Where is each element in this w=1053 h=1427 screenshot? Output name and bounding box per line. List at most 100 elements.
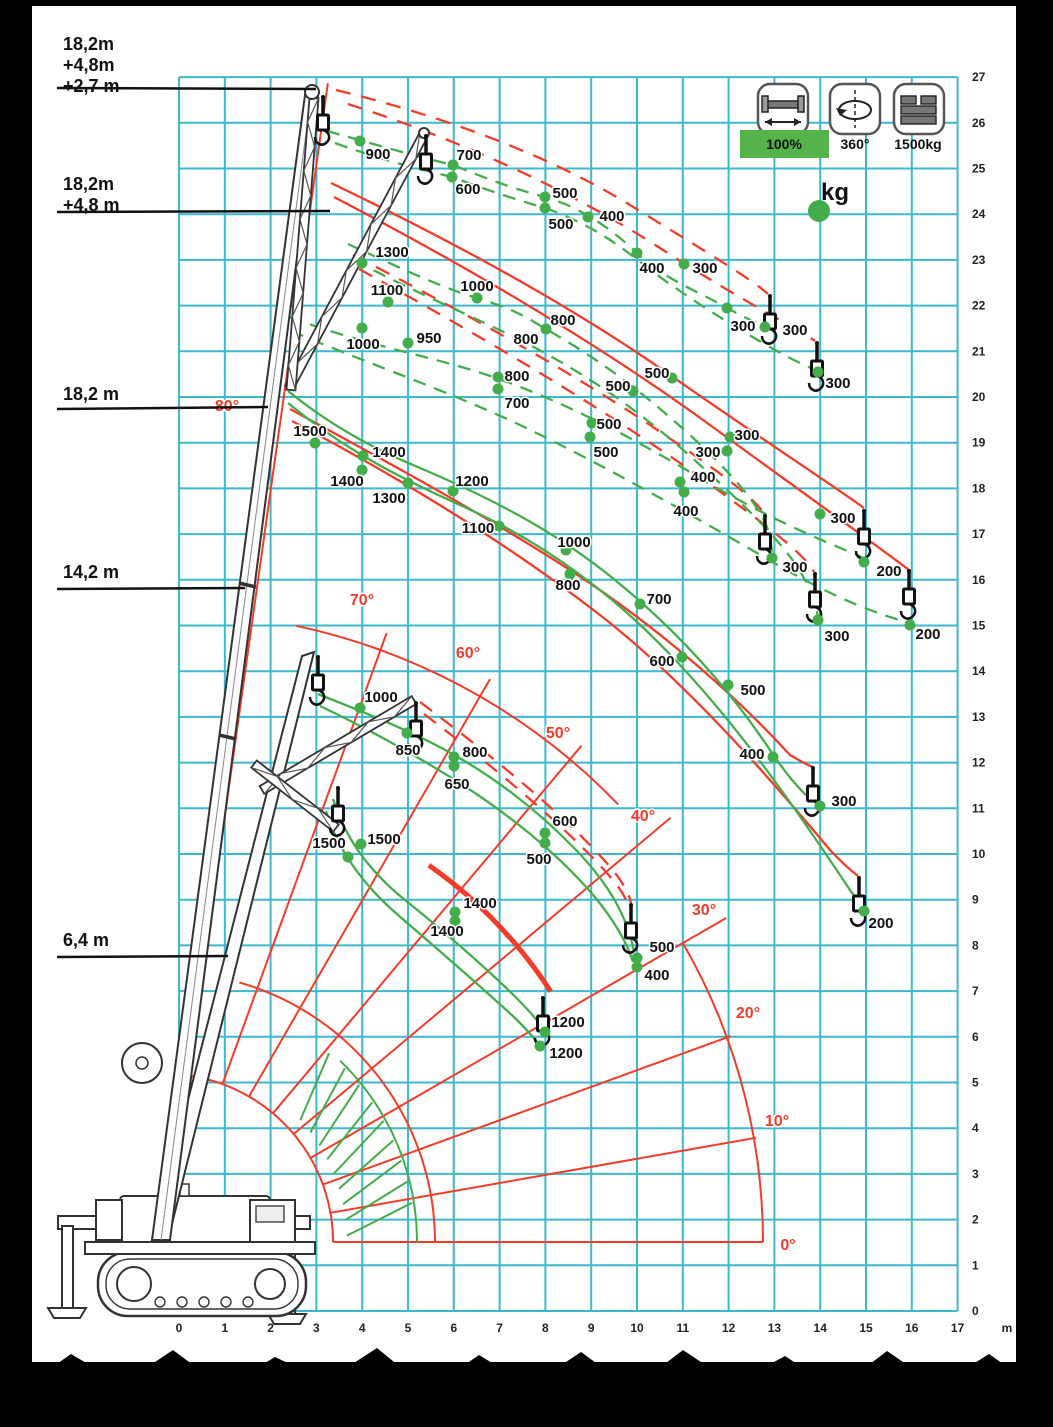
load-value-label: 1100 (371, 282, 404, 299)
capacity-dot (678, 258, 690, 270)
capacity-dot (449, 906, 461, 918)
load-value-label: 1500 (293, 423, 326, 440)
load-value-label: 300 (695, 444, 720, 461)
load-value-label: 1500 (312, 835, 345, 852)
x-axis-tick: 4 (359, 1321, 366, 1335)
load-value-label: 700 (504, 395, 529, 412)
capacity-dot (449, 915, 461, 927)
capacity-dot (858, 556, 870, 568)
hook-icon (313, 95, 331, 146)
load-value-label: 300 (824, 628, 849, 645)
load-value-label: 500 (593, 444, 618, 461)
capacity-dot (493, 520, 505, 532)
counterweight-label: 1500kg (894, 136, 941, 152)
load-value-label: 500 (605, 378, 630, 395)
load-value-label: 500 (552, 185, 577, 202)
range-arc (188, 1074, 334, 1243)
y-axis-tick: 15 (972, 619, 986, 633)
hook-icon (899, 569, 917, 620)
capacity-dot (766, 552, 778, 564)
capacity-dot (471, 292, 483, 304)
capacity-dot (814, 508, 826, 520)
hook-icon (755, 514, 773, 565)
capacity-curve-solid (317, 692, 636, 953)
range-arc (427, 863, 553, 993)
load-value-label: 1300 (372, 490, 405, 507)
capacity-dot (674, 476, 686, 488)
capacity-dot (666, 372, 678, 384)
boom-config-label: 18,2m (63, 174, 114, 194)
y-axis-tick: 6 (972, 1030, 979, 1044)
hook-icon (854, 509, 872, 560)
load-value-label: 1000 (460, 278, 493, 295)
load-value-label: 300 (825, 375, 850, 392)
boom-angle-label: 50° (546, 725, 570, 742)
grid (178, 76, 959, 1312)
capacity-dot (492, 371, 504, 383)
load-value-label: 700 (646, 591, 671, 608)
boom-config-label: 14,2 m (63, 562, 119, 582)
load-value-label: 300 (782, 559, 807, 576)
capacity-curves (287, 88, 911, 1046)
capacity-dot (402, 477, 414, 489)
y-axis-tick: 13 (972, 710, 986, 724)
restricted-zone-hatch (326, 1101, 374, 1160)
x-axis-tick: 1 (221, 1321, 228, 1335)
capacity-dot (676, 651, 688, 663)
boom-angle-label: 0° (780, 1237, 795, 1254)
load-value-label: 1500 (367, 831, 400, 848)
capacity-dot (759, 321, 771, 333)
load-value-label: 900 (365, 146, 390, 163)
load-value-label: 1400 (463, 895, 496, 912)
y-axis-tick: 4 (972, 1121, 979, 1135)
load-value-label: 400 (644, 967, 669, 984)
load-value-label: 200 (915, 626, 940, 643)
restricted-zone-hatch (342, 1159, 402, 1205)
capacity-curve-solid (287, 390, 813, 801)
y-axis-tick: 22 (972, 299, 986, 313)
angle-radial-line (293, 816, 672, 1135)
x-axis-tick: 7 (496, 1321, 503, 1335)
load-value-label: 1400 (330, 473, 363, 490)
capacity-dot (401, 727, 413, 739)
x-axis-tick: 8 (542, 1321, 549, 1335)
load-value-label: 800 (462, 744, 487, 761)
capacity-dot (534, 1040, 546, 1052)
x-axis-tick: 15 (859, 1321, 873, 1335)
config-leader-line (56, 405, 269, 411)
y-axis-tick: 0 (972, 1304, 979, 1318)
capacity-dot (812, 614, 824, 626)
x-axis-tick: 14 (814, 1321, 828, 1335)
y-axis-tick: 18 (972, 481, 986, 495)
y-axis-tick: 12 (972, 756, 986, 770)
capacity-dot (539, 1026, 551, 1038)
load-value-label: 300 (830, 510, 855, 527)
boom-angle-label: 60° (456, 645, 480, 662)
config-leader-line (56, 954, 229, 959)
load-value-label: 500 (649, 939, 674, 956)
capacity-dot (858, 905, 870, 917)
y-axis-tick: 3 (972, 1167, 979, 1181)
boom-angle-label: 70° (350, 592, 374, 609)
load-value-label: 800 (555, 577, 580, 594)
restricted-zone-hatch (299, 1052, 330, 1121)
boom-angle-label: 20° (736, 1005, 760, 1022)
capacity-dot (539, 191, 551, 203)
load-value-label: 1200 (549, 1045, 582, 1062)
x-axis-tick: 5 (405, 1321, 412, 1335)
load-value-label: 300 (730, 318, 755, 335)
hook-icon (406, 701, 424, 752)
x-axis-unit: m (1002, 1321, 1013, 1335)
capacity-dot (382, 296, 394, 308)
y-axis-tick: 2 (972, 1213, 979, 1227)
angle-radial-line (330, 1136, 757, 1214)
x-axis-tick: 3 (313, 1321, 320, 1335)
boom-angle-label: 30° (692, 902, 716, 919)
load-value-label: 400 (599, 208, 624, 225)
load-value-label: 500 (740, 682, 765, 699)
boom-config-label: 6,4 m (63, 930, 109, 950)
torn-paper-edge (20, 1348, 1040, 1427)
tip-path-curve-dashed (352, 253, 766, 515)
